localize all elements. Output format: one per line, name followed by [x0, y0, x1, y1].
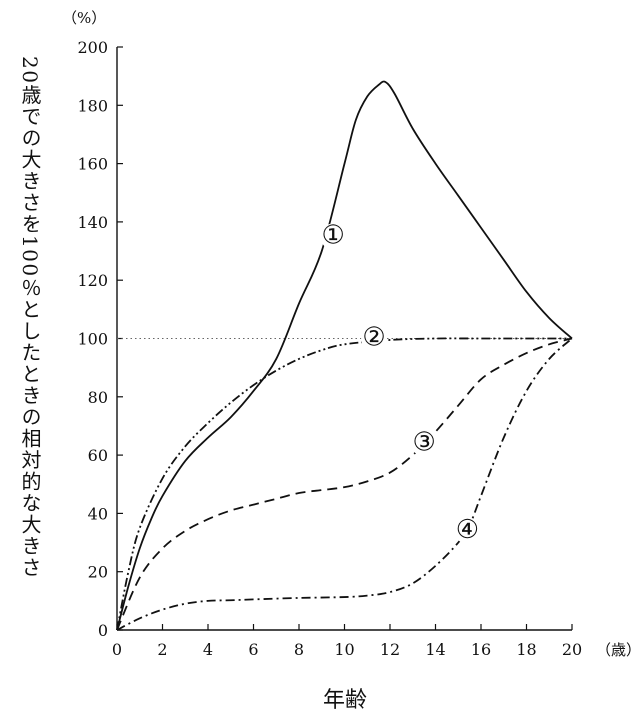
y-tick-label: 20 — [88, 563, 108, 582]
curve-label-background — [454, 517, 481, 544]
y-tick-label: 180 — [77, 96, 108, 115]
x-tick-label: 16 — [471, 640, 491, 659]
x-tick-label: 8 — [294, 640, 304, 659]
series-line-4 — [116, 337, 573, 631]
y-tick-label: 0 — [98, 621, 108, 640]
y-axis-label: 20歳での大きさを100％としたときの相対的な大きさ — [18, 56, 42, 579]
curve-label-4: ④ — [454, 515, 481, 545]
x-tick-label: 20 — [562, 640, 582, 659]
curve-label-text: ② — [362, 323, 385, 353]
curve-label-3: ③ — [411, 427, 438, 457]
y-tick-label: 60 — [88, 446, 108, 465]
y-tick-label: 200 — [77, 38, 108, 57]
series-line-3 — [116, 337, 573, 631]
curve-label-background — [411, 430, 438, 457]
curve-label-background — [361, 325, 388, 352]
x-tick-label: 6 — [248, 640, 258, 659]
curve-label-background — [320, 223, 347, 250]
x-tick-label: 14 — [425, 640, 445, 659]
series-line-1 — [116, 80, 573, 631]
y-tick-label: 100 — [77, 330, 108, 349]
x-tick-label: 12 — [380, 640, 400, 659]
y-tick-label: 140 — [77, 213, 108, 232]
y-tick-label: 40 — [88, 504, 108, 523]
curve-label-1: ① — [320, 220, 347, 250]
series-line-2 — [116, 337, 572, 631]
x-tick-label: 4 — [203, 640, 213, 659]
x-axis-label: 年齢 — [323, 688, 367, 713]
x-unit-label: （歳） — [596, 641, 640, 659]
x-tick-label: 10 — [334, 640, 354, 659]
curve-label-2: ② — [361, 323, 388, 353]
curve-label-text: ③ — [412, 427, 435, 457]
y-tick-label: 80 — [88, 388, 108, 407]
ticks: 0 2 4 6 8 10 12 14 16 18 2002040608010012014016018… — [77, 38, 582, 659]
x-tick-label: 0 — [112, 640, 122, 659]
x-tick-label: 2 — [157, 640, 167, 659]
y-tick-label: 120 — [77, 271, 108, 290]
y-unit-label: （%） — [62, 9, 106, 27]
curve-label-text: ④ — [456, 515, 479, 545]
curve-label-text: ① — [321, 220, 344, 250]
x-tick-label: 18 — [516, 640, 536, 659]
curves — [116, 80, 573, 631]
curve-labels: ① ② ③ ④ — [320, 220, 481, 545]
y-tick-label: 160 — [77, 155, 108, 174]
